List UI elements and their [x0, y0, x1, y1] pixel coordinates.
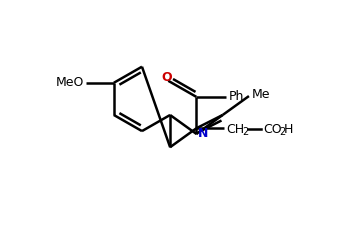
Text: N: N	[198, 127, 209, 140]
Text: H: H	[284, 123, 293, 136]
Text: MeO: MeO	[56, 76, 84, 89]
Text: Ph: Ph	[228, 90, 244, 103]
Text: CO: CO	[263, 123, 282, 136]
Text: 2: 2	[279, 127, 285, 137]
Text: 2: 2	[243, 127, 249, 137]
Text: O: O	[161, 71, 172, 84]
Text: Me: Me	[252, 88, 270, 101]
Text: CH: CH	[226, 123, 244, 136]
